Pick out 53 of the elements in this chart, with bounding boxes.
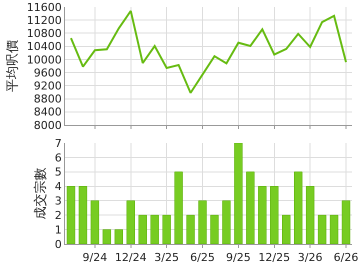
x-tick-label: 12/24 (114, 251, 147, 264)
y-tick-label: 8800 (34, 92, 62, 106)
x-tick-label: 3/25 (154, 251, 179, 264)
y-axis-title: 成交宗數 (32, 168, 49, 220)
bar (150, 214, 159, 244)
bar (162, 214, 171, 244)
bar (306, 186, 314, 244)
bar (102, 229, 112, 244)
bar (342, 200, 350, 244)
x-tick-label: 9/25 (226, 251, 251, 264)
y-tick-label: 8400 (34, 106, 62, 119)
bar (282, 214, 290, 244)
x-tick-label: 6/25 (190, 251, 215, 264)
x-tick-label: 6/26 (334, 251, 358, 264)
bar (222, 200, 231, 244)
y-tick-label: 4 (54, 180, 62, 194)
bar (126, 200, 135, 244)
bar (258, 186, 267, 244)
y-tick-label: 10400 (26, 40, 62, 54)
y-tick-label: 5 (54, 166, 62, 179)
y-tick-label: 10800 (26, 27, 62, 40)
bar (198, 200, 207, 244)
y-tick-label: 10000 (26, 53, 62, 66)
bar (78, 186, 88, 244)
bar (174, 172, 183, 244)
y-tick-label: 1 (54, 223, 62, 236)
bar (210, 214, 219, 244)
bar (294, 172, 302, 244)
x-tick-label: 9/24 (82, 251, 108, 264)
y-tick-label: 7 (54, 136, 62, 150)
bar (114, 229, 124, 244)
y-tick-label: 6 (54, 151, 62, 164)
y-tick-label: 9200 (34, 80, 62, 93)
bar (90, 200, 100, 244)
x-tick-label: 3/26 (298, 251, 322, 264)
y-tick-label: 9600 (34, 66, 62, 80)
y-tick-label: 11600 (26, 0, 62, 14)
bar (234, 143, 243, 244)
y-tick-label: 3 (54, 194, 62, 208)
y-tick-label: 2 (54, 208, 62, 222)
bar (66, 186, 76, 244)
x-tick-label: 12/25 (258, 251, 290, 264)
y-axis-title: 平均呎價 (6, 40, 21, 92)
y-tick-label: 0 (54, 238, 62, 251)
bar (330, 214, 338, 244)
bar (138, 214, 147, 244)
bar (186, 214, 195, 244)
bar (318, 214, 326, 244)
y-tick-label: 8000 (34, 118, 62, 132)
line-series (70, 10, 348, 94)
bar (246, 172, 255, 244)
y-tick-label: 11200 (26, 14, 62, 27)
bar (270, 186, 278, 244)
